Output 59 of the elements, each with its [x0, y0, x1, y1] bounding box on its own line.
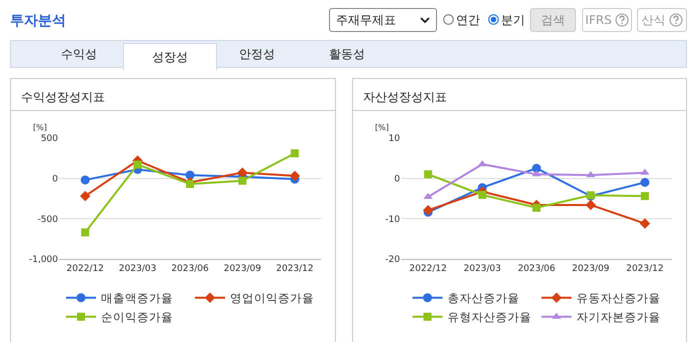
text: IFRS: [585, 13, 612, 27]
point: [80, 190, 90, 202]
text: 연간: [456, 12, 480, 29]
point: [186, 180, 194, 188]
text: 주재무제표: [336, 12, 396, 28]
y-tick-label: -20: [385, 255, 400, 266]
point: [640, 192, 649, 200]
point: [290, 149, 299, 158]
x-tick-label: 2023/12: [626, 264, 664, 274]
text: 성장성: [123, 43, 217, 70]
x-tick-label: 2022/12: [409, 264, 447, 274]
point: [80, 175, 90, 184]
y-tick-label: 0: [52, 174, 58, 184]
legend-label: 매출액증가율: [101, 291, 173, 306]
legend-label: 자기자본증가율: [576, 310, 660, 324]
y-tick-label: -500: [38, 214, 58, 225]
point: [640, 218, 650, 229]
y-tick-label: -10: [385, 214, 400, 225]
legend-label: 유동자산증가율: [576, 291, 660, 306]
legend-label: 유형자산증가율: [448, 310, 532, 324]
text: 활동성: [328, 46, 366, 63]
x-tick-label: 2023/12: [276, 264, 314, 274]
x-tick-label: 2023/06: [171, 264, 209, 274]
x-tick-label: 2022/12: [66, 264, 104, 274]
text: 분기: [501, 12, 525, 29]
y-tick-label: 0: [394, 174, 400, 184]
x-tick-label: 2023/03: [118, 264, 156, 274]
legend-label: 총자산증가율: [448, 291, 520, 306]
y-tick-label: -1,000: [28, 255, 58, 266]
y-tick-label: 500: [40, 134, 58, 144]
point: [134, 160, 142, 169]
text: 산식: [642, 12, 666, 28]
point: [237, 167, 248, 178]
point: [478, 190, 486, 199]
text: 투자분석: [10, 12, 66, 30]
point: [586, 200, 596, 210]
point: [290, 170, 300, 182]
legend-label: 순이익증가율: [101, 310, 173, 324]
x-tick-label: 2023/09: [224, 264, 262, 274]
x-tick-label: 2023/03: [464, 264, 501, 274]
y-axis-title: [%]: [375, 123, 389, 132]
y-tick-label: 10: [388, 134, 400, 144]
point: [532, 164, 541, 173]
legend-label: 영업이익증가율: [230, 291, 314, 306]
text: 검색: [530, 8, 576, 32]
point: [532, 204, 540, 212]
point: [238, 176, 246, 185]
point: [424, 170, 432, 178]
text: 수익성: [60, 46, 98, 63]
y-axis-title: [%]: [33, 123, 47, 132]
point: [81, 228, 90, 236]
chart-title: 자산성장성지표: [353, 79, 686, 111]
point: [186, 170, 194, 180]
text: 안정성: [238, 46, 276, 63]
x-tick-label: 2023/09: [572, 264, 610, 274]
x-tick-label: 2023/06: [518, 264, 556, 274]
point: [640, 178, 650, 187]
point: [422, 205, 434, 216]
chart-title: 수익성장성지표: [11, 79, 335, 111]
